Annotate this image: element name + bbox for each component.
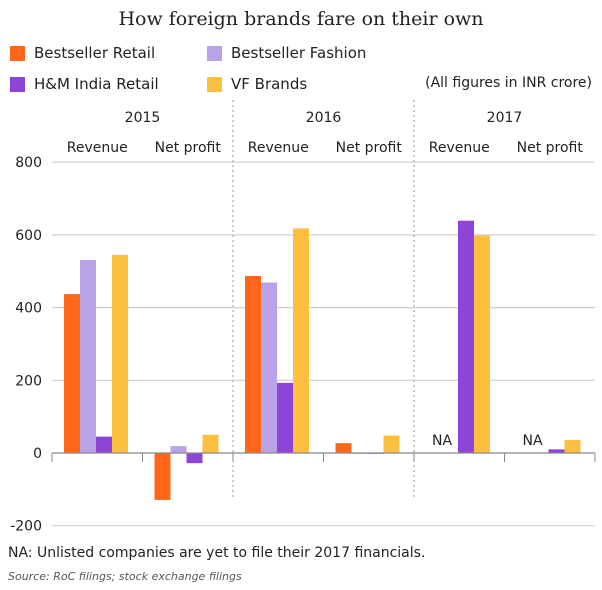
bar-bestseller-retail bbox=[154, 453, 171, 500]
legend-item: H&M India Retail bbox=[10, 75, 159, 93]
y-tick-label: 800 bbox=[15, 155, 42, 171]
y-tick-label: 600 bbox=[15, 228, 42, 244]
year-label: 2015 bbox=[125, 110, 161, 126]
category-label: Net profit bbox=[336, 140, 403, 156]
y-tick-label: -200 bbox=[10, 519, 42, 535]
bar-h-m-india-retail bbox=[186, 453, 203, 464]
source-note: Source: RoC filings; stock exchange fili… bbox=[8, 570, 242, 583]
year-label: 2016 bbox=[306, 110, 342, 126]
bar-bestseller-retail bbox=[335, 443, 352, 453]
na-label: NA bbox=[432, 433, 452, 449]
legend-item: VF Brands bbox=[207, 75, 307, 93]
bar-h-m-india-retail bbox=[96, 436, 112, 453]
category-label: Revenue bbox=[67, 140, 128, 156]
bar-bestseller-fashion bbox=[261, 282, 277, 453]
legend-swatch bbox=[10, 76, 25, 92]
bar-bestseller-retail bbox=[64, 294, 80, 453]
y-tick-label: 0 bbox=[33, 446, 42, 462]
bar-vf-brands bbox=[383, 435, 400, 453]
legend-swatch bbox=[207, 76, 222, 92]
bar-h-m-india-retail bbox=[548, 449, 565, 453]
bar-bestseller-fashion bbox=[80, 259, 96, 453]
bar-vf-brands bbox=[564, 439, 581, 453]
legend-label: VF Brands bbox=[231, 75, 308, 93]
legend-label: H&M India Retail bbox=[34, 75, 159, 93]
footnote: NA: Unlisted companies are yet to file t… bbox=[8, 545, 426, 561]
year-label: 2017 bbox=[487, 110, 523, 126]
bar-vf-brands bbox=[474, 235, 490, 453]
legend-item: Bestseller Fashion bbox=[207, 44, 366, 62]
legend-label: Bestseller Fashion bbox=[231, 44, 367, 62]
unit-note: (All figures in INR crore) bbox=[425, 75, 592, 91]
legend-label: Bestseller Retail bbox=[34, 44, 156, 62]
category-label: Net profit bbox=[155, 140, 222, 156]
bar-bestseller-retail bbox=[245, 275, 261, 453]
bar-h-m-india-retail bbox=[277, 382, 293, 453]
legend-swatch bbox=[10, 45, 25, 61]
bar-h-m-india-retail bbox=[458, 220, 474, 453]
bar-vf-brands bbox=[112, 254, 128, 453]
category-label: Net profit bbox=[517, 140, 584, 156]
bar-vf-brands bbox=[293, 228, 309, 453]
legend-swatch bbox=[207, 45, 222, 61]
category-label: Revenue bbox=[429, 140, 490, 156]
chart-title: How foreign brands fare on their own bbox=[118, 8, 484, 30]
na-label: NA bbox=[522, 433, 542, 449]
y-tick-label: 400 bbox=[15, 301, 42, 317]
legend-item: Bestseller Retail bbox=[10, 44, 155, 62]
bar-bestseller-fashion bbox=[170, 446, 187, 453]
y-tick-label: 200 bbox=[15, 373, 42, 389]
bar-vf-brands bbox=[202, 434, 219, 453]
category-label: Revenue bbox=[248, 140, 309, 156]
